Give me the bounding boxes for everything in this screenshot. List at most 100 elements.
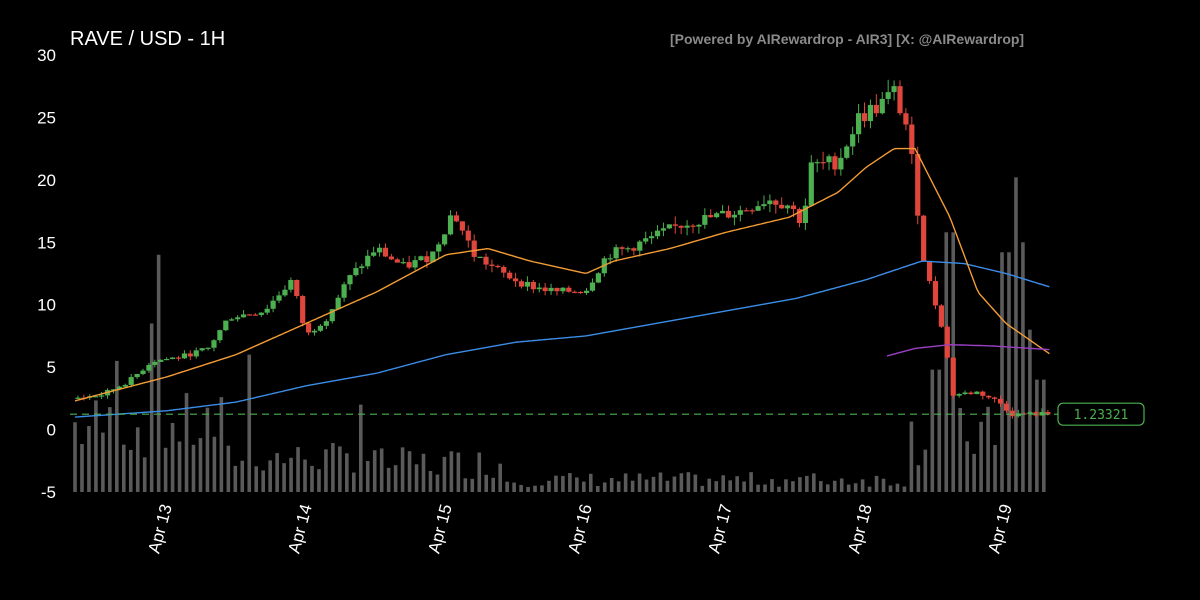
candle-body [388, 256, 394, 260]
volume-bar [115, 360, 119, 492]
y-tick-label: 30 [37, 46, 56, 65]
candle-body [122, 384, 128, 387]
candle-body [1009, 410, 1015, 417]
candle-body [489, 264, 495, 266]
volume-bar [575, 477, 579, 492]
volume-bar [867, 486, 872, 492]
volume-bar [268, 460, 272, 492]
axes: 30 25 20 15 10 5 0 -5 Apr 13 Apr 14 Apr 15 Apr 16 Ap… [37, 46, 1016, 555]
candle-body [619, 247, 625, 249]
volume-bar [860, 479, 865, 492]
candle-body [838, 157, 844, 170]
volume-bar [616, 481, 621, 492]
volume-bar [275, 453, 279, 492]
volume-bar [177, 441, 182, 492]
volume-bar [644, 479, 649, 492]
candle-body [944, 326, 950, 358]
candle-body [702, 215, 708, 225]
candle-body [1003, 403, 1010, 411]
volume-bar [568, 473, 572, 492]
candle-body [607, 258, 613, 260]
volume-bar [609, 478, 614, 492]
volume-bar [763, 484, 767, 492]
candle-body [483, 256, 489, 265]
volume-bar [1028, 329, 1032, 492]
volume-bar [233, 465, 238, 492]
y-tick-label: 25 [37, 108, 56, 127]
volume-bar [386, 467, 391, 492]
volume-bar [135, 427, 140, 492]
candle-body [240, 314, 247, 318]
candle-body [950, 357, 956, 396]
candle-body [719, 210, 726, 214]
volume-bar [526, 486, 530, 492]
candle-body [507, 272, 513, 279]
candle-body [353, 268, 359, 276]
volume-bar [345, 453, 349, 492]
volume-bar [895, 483, 900, 492]
volume-bar [707, 478, 712, 492]
volume-bar [505, 481, 509, 492]
volume-bar [421, 453, 426, 492]
candle-body [915, 154, 921, 216]
candle-body [678, 225, 684, 228]
volume-bar [770, 479, 774, 492]
volume-bar [372, 450, 377, 492]
volume-bar [414, 464, 419, 492]
candle-body [986, 395, 992, 398]
volume-bar [909, 421, 914, 492]
volume-bar [470, 478, 475, 492]
volume-bar [700, 485, 705, 492]
candle-body [737, 210, 743, 215]
candle-body [376, 247, 383, 253]
candle-body [394, 259, 400, 263]
candle-body [406, 262, 412, 268]
candle-body [649, 236, 655, 239]
volume-bar [254, 466, 259, 492]
volume-bar [881, 478, 886, 492]
volume-bar [853, 483, 858, 492]
candle-body [660, 228, 667, 231]
volume-bar [477, 452, 482, 492]
candle-body [146, 364, 152, 371]
candle-body [997, 398, 1004, 404]
candle-body [412, 260, 418, 268]
candle-body [814, 162, 820, 164]
volume-bar [658, 472, 663, 492]
volume-bar [749, 472, 753, 492]
candle-body [495, 265, 501, 268]
candle-body [767, 200, 773, 205]
candle-body [205, 347, 211, 349]
candle-body [909, 124, 915, 155]
candle-body [643, 238, 649, 242]
volume-bar [463, 478, 468, 492]
volume-bar [1000, 252, 1004, 492]
volume-bar [205, 407, 210, 492]
y-tick-label: 10 [37, 296, 56, 315]
candle-body [477, 256, 483, 258]
candle-body [808, 162, 814, 206]
volume-bar [958, 407, 962, 492]
volume-bar [449, 451, 454, 492]
candle-body [779, 204, 785, 209]
x-tick-label: Apr 17 [705, 502, 736, 555]
candle-body [270, 300, 276, 309]
ma-fast-line [74, 147, 1050, 402]
volume-bar [247, 354, 252, 492]
volume-bar [365, 460, 370, 492]
candle-body [790, 205, 797, 210]
volume-bar [407, 451, 412, 492]
volume-bar [435, 474, 440, 492]
candle-body [75, 397, 81, 399]
candle-body [885, 92, 891, 99]
candle-body [187, 353, 193, 357]
volume-bar [1035, 379, 1039, 492]
volume-bar [317, 469, 321, 492]
candle-body [418, 256, 424, 261]
candle-body [796, 209, 803, 224]
candle-body [465, 230, 471, 241]
volume-bar [714, 481, 719, 492]
candle-body [980, 391, 986, 396]
x-tick-label: Apr 13 [145, 502, 176, 555]
